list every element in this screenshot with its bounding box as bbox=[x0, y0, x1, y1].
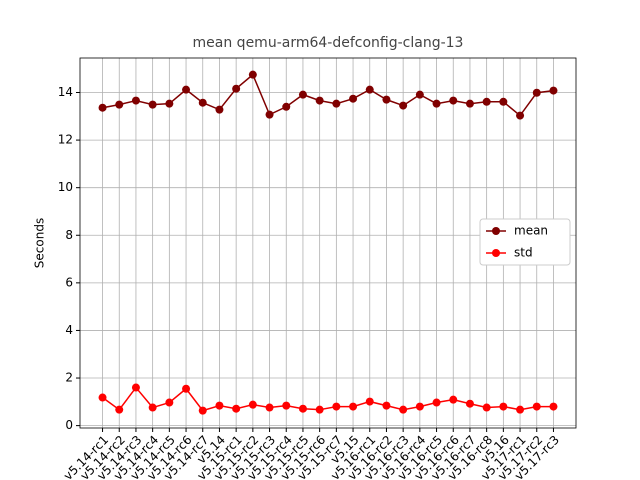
point bbox=[232, 84, 241, 93]
point bbox=[532, 402, 541, 411]
point bbox=[282, 401, 291, 410]
plot-frame bbox=[79, 57, 577, 429]
point bbox=[332, 99, 341, 108]
point bbox=[248, 70, 257, 79]
point bbox=[215, 401, 224, 410]
point bbox=[215, 105, 224, 114]
y-tick-label: 8 bbox=[65, 228, 73, 242]
point bbox=[482, 97, 491, 106]
point bbox=[399, 101, 408, 110]
y-tick-label: 0 bbox=[65, 418, 73, 432]
point bbox=[349, 402, 358, 411]
legend-label: std bbox=[514, 246, 533, 260]
point bbox=[532, 88, 541, 97]
point bbox=[198, 406, 207, 415]
point bbox=[332, 402, 341, 411]
y-axis-label: Seconds bbox=[33, 218, 47, 268]
point bbox=[148, 403, 157, 412]
point bbox=[182, 384, 191, 393]
point bbox=[465, 399, 474, 408]
y-tick-label: 14 bbox=[58, 85, 73, 99]
legend-label: mean bbox=[514, 224, 548, 238]
point bbox=[465, 99, 474, 108]
point bbox=[265, 403, 274, 412]
point bbox=[165, 99, 174, 108]
series-line bbox=[102, 386, 554, 412]
legend-marker bbox=[492, 249, 500, 257]
point bbox=[232, 404, 241, 413]
point bbox=[98, 393, 107, 402]
point bbox=[265, 110, 274, 119]
y-tick-label: 12 bbox=[58, 133, 73, 147]
point bbox=[182, 85, 191, 94]
y-tick-label: 6 bbox=[65, 275, 73, 289]
point bbox=[516, 111, 525, 120]
series-line bbox=[102, 73, 554, 117]
point bbox=[131, 383, 140, 392]
y-tick-label: 2 bbox=[65, 371, 73, 385]
point bbox=[131, 96, 140, 105]
point bbox=[365, 85, 374, 94]
point bbox=[298, 404, 307, 413]
point bbox=[415, 90, 424, 99]
point bbox=[365, 397, 374, 406]
point bbox=[315, 405, 324, 414]
point bbox=[549, 86, 558, 95]
point bbox=[415, 402, 424, 411]
point bbox=[248, 400, 257, 409]
point bbox=[399, 405, 408, 414]
point bbox=[115, 405, 124, 414]
point bbox=[516, 405, 525, 414]
point bbox=[315, 96, 324, 105]
point bbox=[349, 94, 358, 103]
legend-marker bbox=[492, 227, 500, 235]
point bbox=[148, 100, 157, 109]
point bbox=[449, 395, 458, 404]
point bbox=[449, 96, 458, 105]
y-tick-label: 4 bbox=[65, 323, 73, 337]
point bbox=[282, 102, 291, 111]
point bbox=[482, 403, 491, 412]
point bbox=[98, 103, 107, 112]
point bbox=[298, 90, 307, 99]
chart-title: mean qemu-arm64-defconfig-clang-13 bbox=[193, 35, 464, 51]
point bbox=[499, 402, 508, 411]
point bbox=[549, 402, 558, 411]
y-tick-label: 10 bbox=[58, 180, 73, 194]
point bbox=[198, 98, 207, 107]
point bbox=[115, 100, 124, 109]
point bbox=[165, 398, 174, 407]
point bbox=[432, 99, 441, 108]
point bbox=[382, 401, 391, 410]
point bbox=[499, 97, 508, 106]
point bbox=[382, 95, 391, 104]
point bbox=[432, 398, 441, 407]
